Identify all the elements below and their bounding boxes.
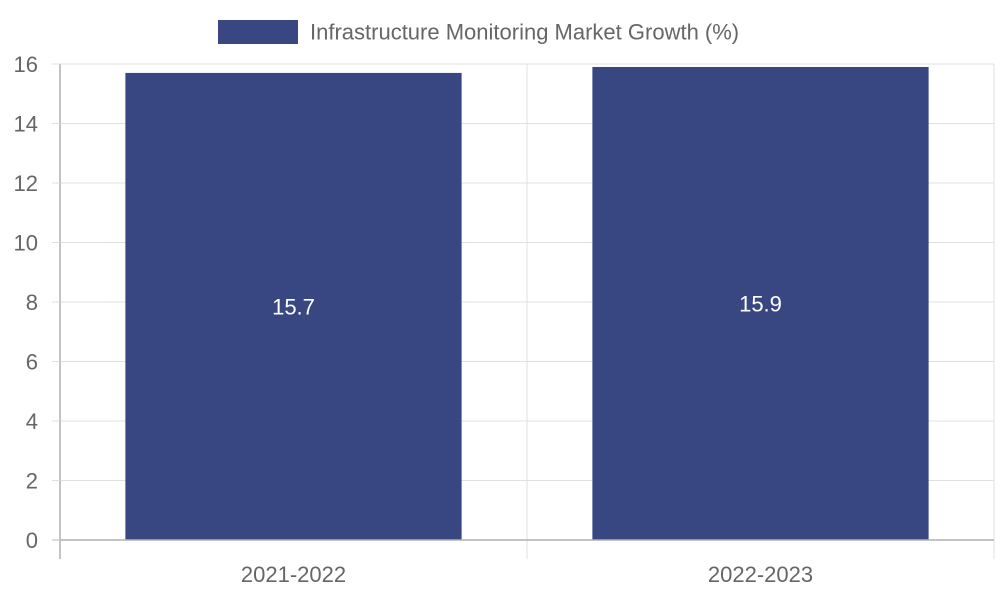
data-label: 15.9 <box>739 291 782 316</box>
y-tick-label: 16 <box>14 52 38 77</box>
data-label: 15.7 <box>272 294 315 319</box>
bar-2021-2022[interactable] <box>125 72 462 541</box>
y-tick-label: 12 <box>14 171 38 196</box>
y-tick-label: 0 <box>26 528 38 553</box>
legend[interactable]: Infrastructure Monitoring Market Growth … <box>218 20 739 45</box>
bars <box>125 66 929 541</box>
y-tick-label: 4 <box>26 409 38 434</box>
y-tick-label: 10 <box>14 231 38 256</box>
bar-2022-2023[interactable] <box>592 66 929 540</box>
y-tick-label: 6 <box>26 350 38 375</box>
x-tick-label: 2021-2022 <box>241 562 346 587</box>
x-tick-label: 2022-2023 <box>708 562 813 587</box>
y-tick-label: 2 <box>26 469 38 494</box>
y-tick-label: 8 <box>26 290 38 315</box>
y-tick-label: 14 <box>14 112 38 137</box>
axes <box>52 64 994 559</box>
x-axis-ticks: 2021-2022 2022-2023 <box>241 562 813 587</box>
y-axis-ticks: 0 2 4 6 8 10 12 14 16 <box>14 52 60 553</box>
data-labels: 15.7 15.9 <box>272 291 782 319</box>
legend-swatch <box>218 20 298 44</box>
legend-label: Infrastructure Monitoring Market Growth … <box>310 20 739 45</box>
